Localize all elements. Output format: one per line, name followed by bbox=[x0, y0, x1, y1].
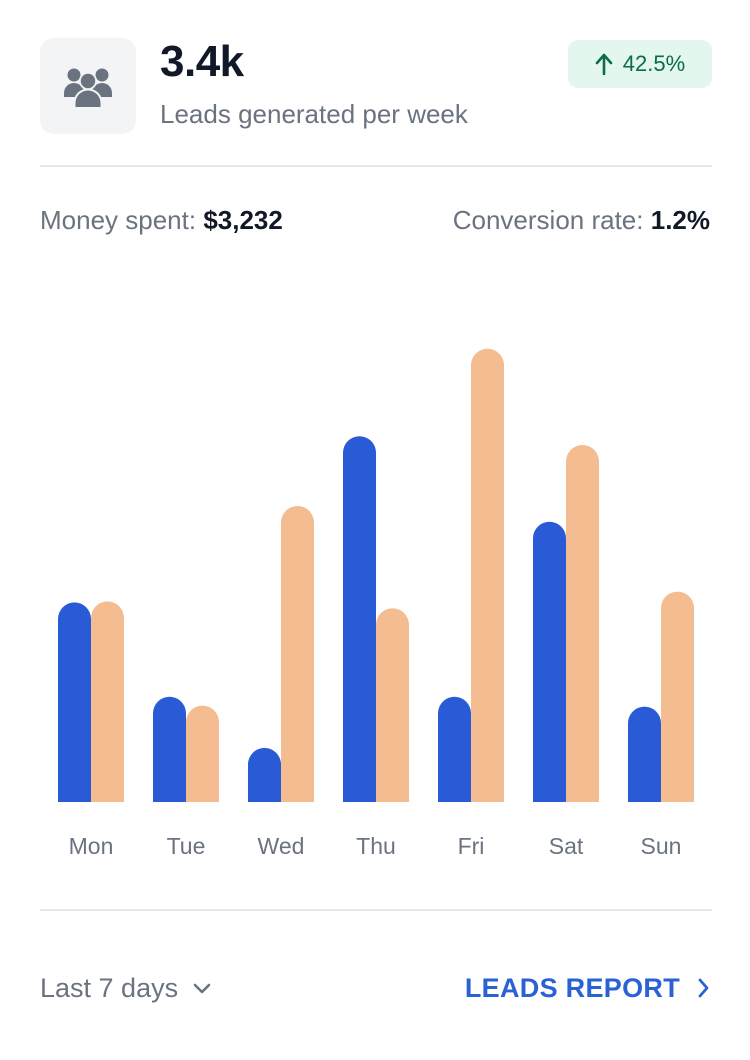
leads-value: 3.4k bbox=[160, 37, 244, 86]
x-tick-label: Tue bbox=[167, 833, 206, 859]
growth-badge-text: 42.5% bbox=[622, 51, 686, 76]
x-tick-label: Thu bbox=[356, 833, 396, 859]
date-range-label: Last 7 days bbox=[40, 973, 179, 1003]
bar-thu-series-2 bbox=[376, 608, 409, 802]
bar-mon-series-2 bbox=[91, 601, 124, 802]
growth-badge: 42.5% bbox=[568, 40, 712, 88]
bar-mon-series-1 bbox=[58, 602, 91, 802]
money-spent-label: Money spent: bbox=[40, 205, 197, 235]
bar-sun-series-2 bbox=[661, 591, 694, 802]
leads-report-label: LEADS REPORT bbox=[464, 973, 680, 1003]
divider bbox=[40, 909, 712, 911]
bar-sun-series-1 bbox=[628, 706, 661, 802]
leads-subtitle: Leads generated per week bbox=[160, 99, 468, 129]
conversion-rate-value: 1.2% bbox=[650, 205, 710, 235]
money-spent-stat: Money spent: $3,232 bbox=[40, 202, 283, 238]
users-icon-box bbox=[40, 38, 136, 134]
conversion-rate-label: Conversion rate: bbox=[452, 205, 644, 235]
bar-fri-series-2 bbox=[471, 348, 504, 802]
chevron-right-icon bbox=[698, 978, 709, 998]
money-spent-value: $3,232 bbox=[203, 205, 283, 235]
bar-chart: Mon Tue Wed Thu Fri Sat Sun bbox=[58, 348, 694, 859]
bar-sat-series-2 bbox=[566, 445, 599, 802]
divider bbox=[40, 165, 712, 167]
x-tick-label: Fri bbox=[458, 833, 485, 859]
bar-thu-series-1 bbox=[343, 436, 376, 802]
bar-fri-series-1 bbox=[438, 696, 471, 802]
date-range-dropdown[interactable]: Last 7 days bbox=[40, 968, 212, 1008]
x-tick-label: Sat bbox=[549, 833, 584, 859]
chevron-down-icon bbox=[193, 983, 211, 994]
x-tick-label: Wed bbox=[258, 833, 305, 859]
conversion-rate-stat: Conversion rate: 1.2% bbox=[453, 202, 710, 238]
users-group-icon bbox=[64, 68, 112, 107]
bar-wed-series-2 bbox=[281, 506, 314, 802]
arrow-up-icon bbox=[595, 53, 613, 75]
bar-wed-series-1 bbox=[248, 747, 281, 802]
leads-report-link[interactable]: LEADS REPORT bbox=[465, 968, 710, 1008]
bar-sat-series-1 bbox=[533, 521, 566, 802]
bar-tue-series-1 bbox=[153, 696, 186, 802]
bar-tue-series-2 bbox=[186, 705, 219, 802]
x-tick-label: Mon bbox=[69, 833, 114, 859]
x-tick-label: Sun bbox=[641, 833, 682, 859]
